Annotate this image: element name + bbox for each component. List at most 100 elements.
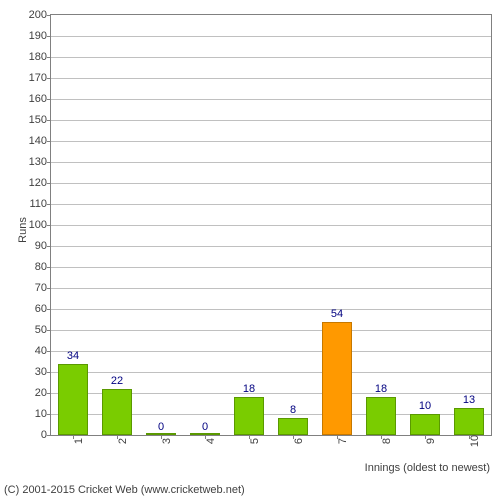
copyright-text: (C) 2001-2015 Cricket Web (www.cricketwe… — [4, 484, 245, 496]
y-tick-label: 40 — [35, 345, 47, 357]
bar-value-label: 34 — [67, 350, 79, 362]
x-tick-label: 4 — [205, 438, 217, 444]
gridline — [51, 246, 491, 247]
y-tick-mark — [47, 246, 51, 247]
x-tick-label: 3 — [161, 438, 173, 444]
y-tick-label: 160 — [29, 93, 47, 105]
x-axis-title: Innings (oldest to newest) — [365, 462, 490, 474]
y-axis-title: Runs — [17, 217, 29, 243]
y-tick-mark — [47, 225, 51, 226]
x-tick-mark — [381, 435, 382, 439]
bar-value-label: 18 — [243, 383, 255, 395]
bar-value-label: 10 — [419, 400, 431, 412]
gridline — [51, 141, 491, 142]
x-tick-mark — [425, 435, 426, 439]
y-tick-label: 140 — [29, 135, 47, 147]
y-tick-mark — [47, 57, 51, 58]
gridline — [51, 225, 491, 226]
bar — [454, 408, 485, 435]
x-tick-label: 10 — [469, 435, 481, 447]
y-tick-label: 130 — [29, 156, 47, 168]
x-tick-mark — [205, 435, 206, 439]
y-tick-mark — [47, 36, 51, 37]
gridline — [51, 372, 491, 373]
gridline — [51, 99, 491, 100]
bar — [102, 389, 133, 435]
bar — [322, 322, 353, 435]
x-tick-mark — [249, 435, 250, 439]
bar-value-label: 54 — [331, 308, 343, 320]
gridline — [51, 351, 491, 352]
x-tick-label: 2 — [117, 438, 129, 444]
gridline — [51, 288, 491, 289]
y-tick-label: 20 — [35, 387, 47, 399]
bar-value-label: 22 — [111, 375, 123, 387]
bar — [58, 364, 89, 435]
plot-area: 0102030405060708090100110120130140150160… — [50, 14, 492, 436]
gridline — [51, 162, 491, 163]
y-tick-mark — [47, 162, 51, 163]
y-tick-label: 50 — [35, 324, 47, 336]
y-tick-label: 30 — [35, 366, 47, 378]
x-tick-label: 6 — [293, 438, 305, 444]
y-tick-mark — [47, 120, 51, 121]
x-tick-label: 8 — [381, 438, 393, 444]
x-tick-mark — [117, 435, 118, 439]
y-tick-mark — [47, 78, 51, 79]
gridline — [51, 120, 491, 121]
y-tick-label: 60 — [35, 303, 47, 315]
y-tick-mark — [47, 393, 51, 394]
y-tick-label: 180 — [29, 51, 47, 63]
y-tick-mark — [47, 141, 51, 142]
bar-value-label: 18 — [375, 383, 387, 395]
bar — [278, 418, 309, 435]
y-tick-mark — [47, 15, 51, 16]
y-tick-mark — [47, 267, 51, 268]
x-tick-label: 5 — [249, 438, 261, 444]
bar-value-label: 0 — [158, 421, 164, 433]
y-tick-mark — [47, 288, 51, 289]
y-tick-mark — [47, 204, 51, 205]
y-tick-label: 170 — [29, 72, 47, 84]
bar-value-label: 0 — [202, 421, 208, 433]
y-tick-label: 120 — [29, 177, 47, 189]
y-tick-label: 110 — [29, 198, 47, 210]
y-tick-label: 90 — [35, 240, 47, 252]
y-tick-mark — [47, 414, 51, 415]
y-tick-label: 10 — [35, 408, 47, 420]
x-tick-mark — [161, 435, 162, 439]
y-tick-mark — [47, 309, 51, 310]
y-tick-label: 70 — [35, 282, 47, 294]
x-tick-label: 7 — [337, 438, 349, 444]
gridline — [51, 78, 491, 79]
gridline — [51, 267, 491, 268]
y-tick-mark — [47, 330, 51, 331]
gridline — [51, 57, 491, 58]
bar-value-label: 8 — [290, 404, 296, 416]
y-tick-mark — [47, 183, 51, 184]
y-tick-mark — [47, 372, 51, 373]
x-tick-label: 9 — [425, 438, 437, 444]
x-tick-mark — [469, 435, 470, 439]
bar-value-label: 13 — [463, 394, 475, 406]
x-tick-mark — [293, 435, 294, 439]
gridline — [51, 330, 491, 331]
x-tick-label: 1 — [73, 438, 85, 444]
chart-container: 0102030405060708090100110120130140150160… — [0, 0, 500, 500]
gridline — [51, 183, 491, 184]
gridline — [51, 204, 491, 205]
x-tick-mark — [73, 435, 74, 439]
y-tick-mark — [47, 435, 51, 436]
y-tick-label: 150 — [29, 114, 47, 126]
y-tick-label: 200 — [29, 9, 47, 21]
bar — [410, 414, 441, 435]
x-tick-mark — [337, 435, 338, 439]
bar — [366, 397, 397, 435]
gridline — [51, 309, 491, 310]
y-tick-label: 100 — [29, 219, 47, 231]
y-tick-label: 190 — [29, 30, 47, 42]
y-tick-label: 80 — [35, 261, 47, 273]
bar — [234, 397, 265, 435]
y-tick-mark — [47, 99, 51, 100]
y-tick-mark — [47, 351, 51, 352]
